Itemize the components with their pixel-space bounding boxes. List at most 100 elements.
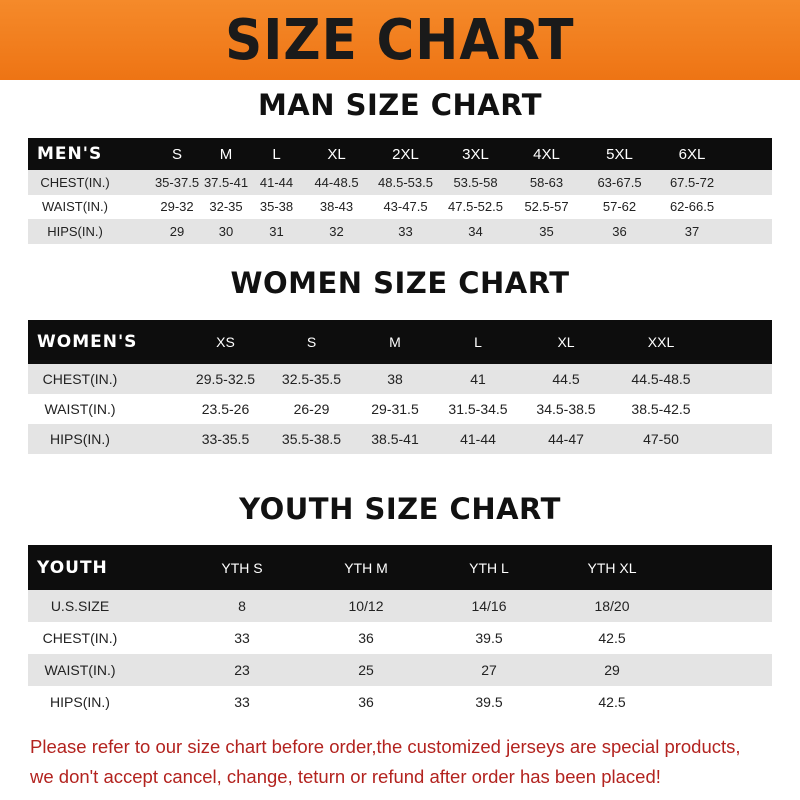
table-cell: 34 bbox=[468, 223, 483, 239]
size-header-cell: L bbox=[272, 145, 281, 163]
row-label: WAIST(IN.) bbox=[44, 401, 116, 417]
table-cell: 41 bbox=[470, 371, 486, 387]
table-cell: 29-32 bbox=[160, 199, 194, 215]
table-cell: 23.5-26 bbox=[201, 401, 250, 417]
table-cell: 8 bbox=[238, 598, 246, 614]
table-cell: 38 bbox=[387, 371, 403, 387]
row-label: WAIST(IN.) bbox=[44, 662, 116, 678]
banner-title: SIZE CHART bbox=[225, 7, 575, 73]
table-cell: 32 bbox=[329, 223, 344, 239]
row-label: U.S.SIZE bbox=[50, 598, 110, 614]
policy-note-line2: we don't accept cancel, change, teturn o… bbox=[30, 766, 661, 787]
table-cell: 29 bbox=[604, 662, 620, 678]
women-size-table: WOMEN'S XS S M L XL XXL CHEST(IN.) 29.5-32.5 32.5… bbox=[28, 320, 772, 454]
size-header-cell: S bbox=[306, 334, 317, 350]
table-row: WAIST(IN.) 29-32 32-35 35-38 38-43 43-47.5 47.… bbox=[28, 194, 772, 219]
row-label: CHEST(IN.) bbox=[42, 371, 118, 387]
row-label: HIPS(IN.) bbox=[50, 694, 110, 710]
table-cell: 31.5-34.5 bbox=[448, 401, 508, 417]
table-row: HIPS(IN.) 33-35.5 35.5-38.5 38.5-41 41-44 44-… bbox=[28, 424, 772, 454]
table-header-label: WOMEN'S bbox=[37, 332, 138, 352]
table-cell: 35-38 bbox=[259, 199, 294, 215]
policy-note-line1: Please refer to our size chart before or… bbox=[30, 736, 741, 757]
table-cell: 30 bbox=[218, 223, 234, 239]
table-row: CHEST(IN.) 33 36 39.5 42.5 bbox=[28, 622, 772, 654]
table-cell: 47-50 bbox=[643, 431, 679, 447]
row-label: HIPS(IN.) bbox=[47, 223, 103, 239]
men-size-table: MEN'S S M L XL 2XL 3XL 4XL 5XL 6XL CHEST(IN.) 35-37… bbox=[28, 138, 772, 244]
size-header-cell: 5XL bbox=[606, 145, 633, 163]
table-cell: 67.5-72 bbox=[669, 174, 715, 190]
size-header-cell: M bbox=[219, 145, 233, 163]
table-row: CHEST(IN.) 35-37.5 37.5-41 41-44 44-48.5 48.5… bbox=[28, 170, 772, 195]
row-label: CHEST(IN.) bbox=[42, 630, 118, 646]
size-header-cell: S bbox=[171, 145, 182, 163]
table-cell: 63-67.5 bbox=[597, 174, 642, 190]
banner: SIZE CHART bbox=[0, 0, 800, 80]
table-cell: 58-63 bbox=[529, 174, 564, 190]
size-header-cell: L bbox=[474, 334, 482, 350]
table-cell: 53.5-58 bbox=[453, 174, 498, 190]
size-header-cell: XL bbox=[327, 145, 346, 163]
table-cell: 29.5-32.5 bbox=[195, 371, 256, 387]
table-cell: 43-47.5 bbox=[383, 199, 428, 215]
table-cell: 36 bbox=[358, 630, 374, 646]
table-cell: 14/16 bbox=[471, 598, 507, 614]
table-header-label: MEN'S bbox=[37, 144, 103, 164]
table-cell: 33 bbox=[234, 694, 250, 710]
table-cell: 23 bbox=[234, 662, 250, 678]
table-row: WAIST(IN.) 23 25 27 29 bbox=[28, 654, 772, 686]
size-header-cell: XXL bbox=[647, 334, 675, 350]
women-title: WOMEN SIZE CHART bbox=[230, 266, 570, 300]
youth-title: YOUTH SIZE CHART bbox=[239, 492, 561, 526]
table-cell: 42.5 bbox=[598, 630, 626, 646]
row-label: WAIST(IN.) bbox=[42, 199, 108, 215]
table-cell: 57-62 bbox=[602, 199, 637, 215]
policy-note: Please refer to our size chart before or… bbox=[30, 732, 790, 792]
table-cell: 44-47 bbox=[548, 431, 584, 447]
table-cell: 44-48.5 bbox=[314, 174, 359, 190]
row-label: HIPS(IN.) bbox=[50, 431, 110, 447]
table-header-label: YOUTH bbox=[37, 557, 108, 578]
size-header-cell: 3XL bbox=[462, 145, 489, 163]
table-cell: 44.5 bbox=[552, 371, 580, 387]
table-cell: 26-29 bbox=[293, 401, 330, 417]
size-header-cell: YTH L bbox=[469, 559, 509, 576]
table-cell: 33 bbox=[234, 630, 250, 646]
size-header-cell: YTH M bbox=[344, 559, 388, 576]
table-cell: 35.5-38.5 bbox=[281, 431, 342, 447]
table-cell: 44.5-48.5 bbox=[631, 371, 691, 387]
table-row: U.S.SIZE 8 10/12 14/16 18/20 bbox=[28, 590, 772, 622]
table-cell: 33 bbox=[398, 223, 413, 239]
table-cell: 29-31.5 bbox=[371, 401, 419, 417]
table-cell: 39.5 bbox=[475, 630, 503, 646]
table-cell: 18/20 bbox=[594, 598, 630, 614]
table-cell: 47.5-52.5 bbox=[448, 199, 503, 215]
table-cell: 48.5-53.5 bbox=[378, 174, 433, 190]
size-header-cell: YTH XL bbox=[587, 559, 637, 576]
youth-size-table: YOUTH YTH S YTH M YTH L YTH XL U.S.SIZE 8 10/12… bbox=[28, 545, 772, 718]
table-row: CHEST(IN.) 29.5-32.5 32.5-35.5 38 41 44.5 44.5… bbox=[28, 364, 772, 394]
table-row: HIPS(IN.) 29 30 31 32 33 34 35 36 37 bbox=[28, 219, 772, 244]
table-cell: 33-35.5 bbox=[201, 431, 250, 447]
table-cell: 38.5-42.5 bbox=[631, 401, 691, 417]
table-cell: 34.5-38.5 bbox=[536, 401, 596, 417]
table-cell: 36 bbox=[358, 694, 374, 710]
table-header-row: WOMEN'S XS S M L XL XXL bbox=[28, 320, 772, 364]
table-cell: 31 bbox=[269, 223, 284, 239]
table-cell: 62-66.5 bbox=[669, 199, 715, 215]
size-header-cell: M bbox=[389, 334, 401, 350]
table-cell: 41-44 bbox=[460, 431, 496, 447]
table-row: WAIST(IN.) 23.5-26 26-29 29-31.5 31.5-34.5 34… bbox=[28, 394, 772, 424]
table-cell: 37.5-41 bbox=[203, 174, 249, 190]
size-header-cell: YTH S bbox=[221, 559, 263, 576]
men-title: MAN SIZE CHART bbox=[257, 88, 543, 122]
size-header-cell: 6XL bbox=[678, 145, 706, 163]
size-header-cell: 4XL bbox=[533, 145, 560, 163]
size-header-cell: XL bbox=[557, 334, 575, 350]
table-cell: 32.5-35.5 bbox=[281, 371, 342, 387]
table-cell: 52.5-57 bbox=[524, 199, 569, 215]
size-header-cell: 2XL bbox=[392, 145, 419, 163]
table-row: HIPS(IN.) 33 36 39.5 42.5 bbox=[28, 686, 772, 718]
table-cell: 37 bbox=[684, 223, 700, 239]
